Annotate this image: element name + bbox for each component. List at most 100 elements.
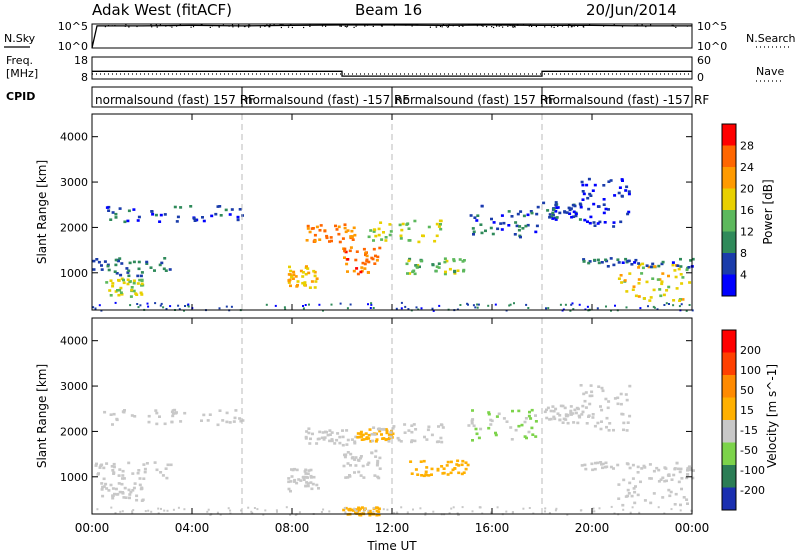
range-gate-cell [410,424,414,427]
freq-left-tick-top: 18 [74,54,88,67]
range-gate-cell [410,439,414,442]
range-gate-cell [567,206,571,210]
range-gate-cell [529,210,533,213]
range-gate-cell [680,487,683,491]
range-gate-cell [315,277,319,280]
noise-gate-cell [476,303,479,306]
nsearch-point [568,24,570,26]
range-gate-cell [472,424,476,428]
noise-gate-cell [393,512,395,515]
range-gate-cell [293,480,296,483]
range-gate-cell [472,230,476,234]
noise-gate-cell [172,508,175,511]
range-gate-cell [389,431,393,434]
noise-gate-cell [593,510,596,513]
range-gate-cell [443,257,447,260]
nsearch-point [309,25,311,27]
range-gate-cell [122,496,126,499]
noise-gate-cell [92,306,95,309]
range-gate-cell [114,216,118,219]
power-colorbar-swatch [722,124,736,146]
range-gate-cell [580,180,584,184]
range-gate-cell [474,427,478,431]
range-gate-cell [581,190,585,193]
range-gate-cell [413,272,417,276]
range-gate-cell [323,229,327,233]
range-gate-cell [607,400,611,403]
range-gate-cell [626,488,630,492]
range-gate-cell [132,486,136,490]
power-panel-bg [92,114,692,310]
range-gate-cell [140,293,144,296]
range-gate-cell [373,433,377,436]
nsearch-point [156,26,158,28]
range-gate-cell [548,418,552,421]
range-gate-cell [118,468,122,471]
velocity-panel-bg [92,318,692,514]
noise-gate-cell [147,305,150,308]
velocity-colorbar-tick-label: -15 [740,424,758,437]
range-gate-cell [113,270,117,273]
range-gate-cell [129,295,133,298]
range-gate-cell [132,208,136,211]
range-gate-cell [367,235,371,239]
nsearch-point [356,24,358,26]
range-gate-cell [173,205,177,209]
nsearch-point [346,26,348,28]
range-gate-cell [323,436,327,439]
noise-gate-cell [136,303,139,305]
nsearch-point [353,26,355,28]
range-gate-cell [343,226,347,230]
nsearch-point [452,25,454,27]
noise-gate-cell [289,513,292,516]
noise-gate-cell [154,302,157,305]
range-gate-cell [621,261,625,264]
nsearch-series-dots [104,24,688,29]
range-gate-cell [303,470,307,473]
nsearch-point [268,26,270,28]
range-gate-cell [350,456,354,460]
noise-gate-cell [137,306,140,309]
range-gate-cell [344,476,348,479]
range-gate-cell [377,227,381,231]
range-gate-cell [523,420,527,424]
range-gate-cell [115,418,119,422]
nsearch-point [513,24,515,26]
nsearch-point [557,25,559,27]
range-gate-cell [521,227,525,230]
range-gate-cell [616,463,620,467]
nsearch-point [437,24,439,27]
range-gate-cell [643,466,647,469]
noise-gate-cell [308,303,310,306]
range-gate-cell [616,402,620,406]
range-gate-cell [403,423,407,426]
nsearch-point [238,24,240,26]
velocity-colorbar-tick-label: 50 [740,384,754,397]
range-gate-cell [502,417,506,420]
range-gate-cell [530,211,534,215]
noise-gate-cell [569,309,572,312]
noise-gate-cell [438,304,441,307]
range-gate-cell [313,286,317,289]
range-gate-cell [164,269,168,272]
nsearch-point [259,26,261,28]
range-gate-cell [367,260,371,264]
range-gate-cell [118,207,122,210]
range-gate-cell [343,249,347,253]
range-gate-cell [309,474,313,478]
range-gate-cell [105,281,109,284]
nsearch-point [179,24,181,26]
velocity-colorbar-tick-label: 100 [740,364,761,377]
range-gate-cell [593,224,597,227]
range-gate-cell [591,416,595,419]
range-gate-cell [355,267,359,270]
nsearch-point [411,25,413,27]
range-gate-cell [310,487,314,491]
range-gate-cell [405,262,409,266]
range-gate-cell [437,440,441,443]
nsearch-point [248,24,250,26]
nsearch-point [462,25,464,27]
range-gate-cell [545,416,549,420]
noise-gate-cell [525,303,528,306]
range-gate-cell [291,277,295,280]
